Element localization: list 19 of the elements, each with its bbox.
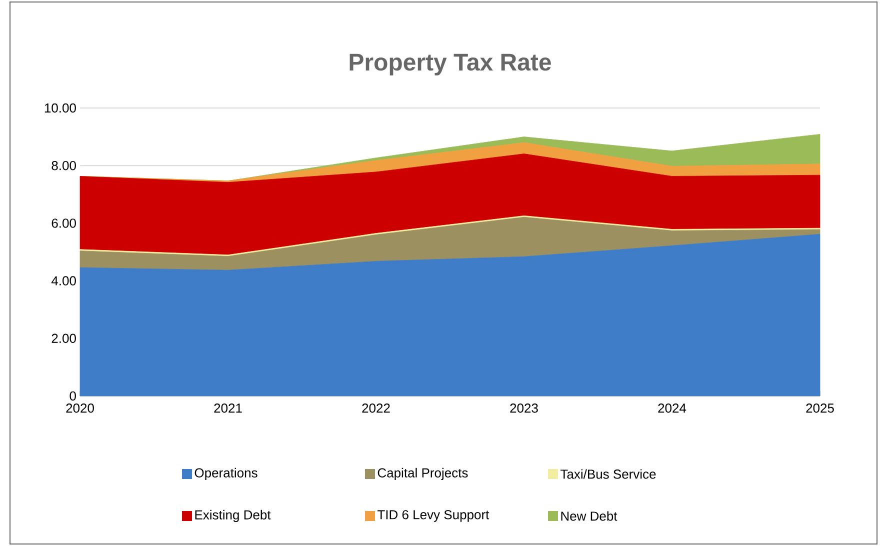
- x-tick-label: 2024: [658, 404, 686, 413]
- y-tick-label: 10.00: [44, 103, 76, 113]
- legend-label: Capital Projects: [378, 468, 468, 480]
- y-tick-label: 2.00: [52, 334, 76, 343]
- legend-label: Operations: [194, 468, 258, 480]
- legend-label: Taxi/Bus Service: [560, 469, 656, 479]
- x-tick-label: 2020: [66, 404, 94, 413]
- x-tick-label: 2021: [214, 404, 242, 413]
- y-tick-label: 0: [70, 391, 76, 401]
- x-tick-label: 2025: [806, 404, 834, 413]
- legend-label: Existing Debt: [195, 510, 271, 522]
- chart-title: Property Tax Rate: [350, 54, 551, 76]
- legend-label: TID 6 Levy Support: [378, 510, 490, 522]
- y-tick-label: 6.00: [52, 218, 76, 228]
- legend-label: New Debt: [561, 511, 618, 521]
- y-tick-label: 8.00: [52, 160, 76, 170]
- x-tick-label: 2023: [510, 404, 538, 413]
- x-tick-label: 2022: [362, 404, 390, 413]
- y-tick-label: 4.00: [51, 276, 76, 286]
